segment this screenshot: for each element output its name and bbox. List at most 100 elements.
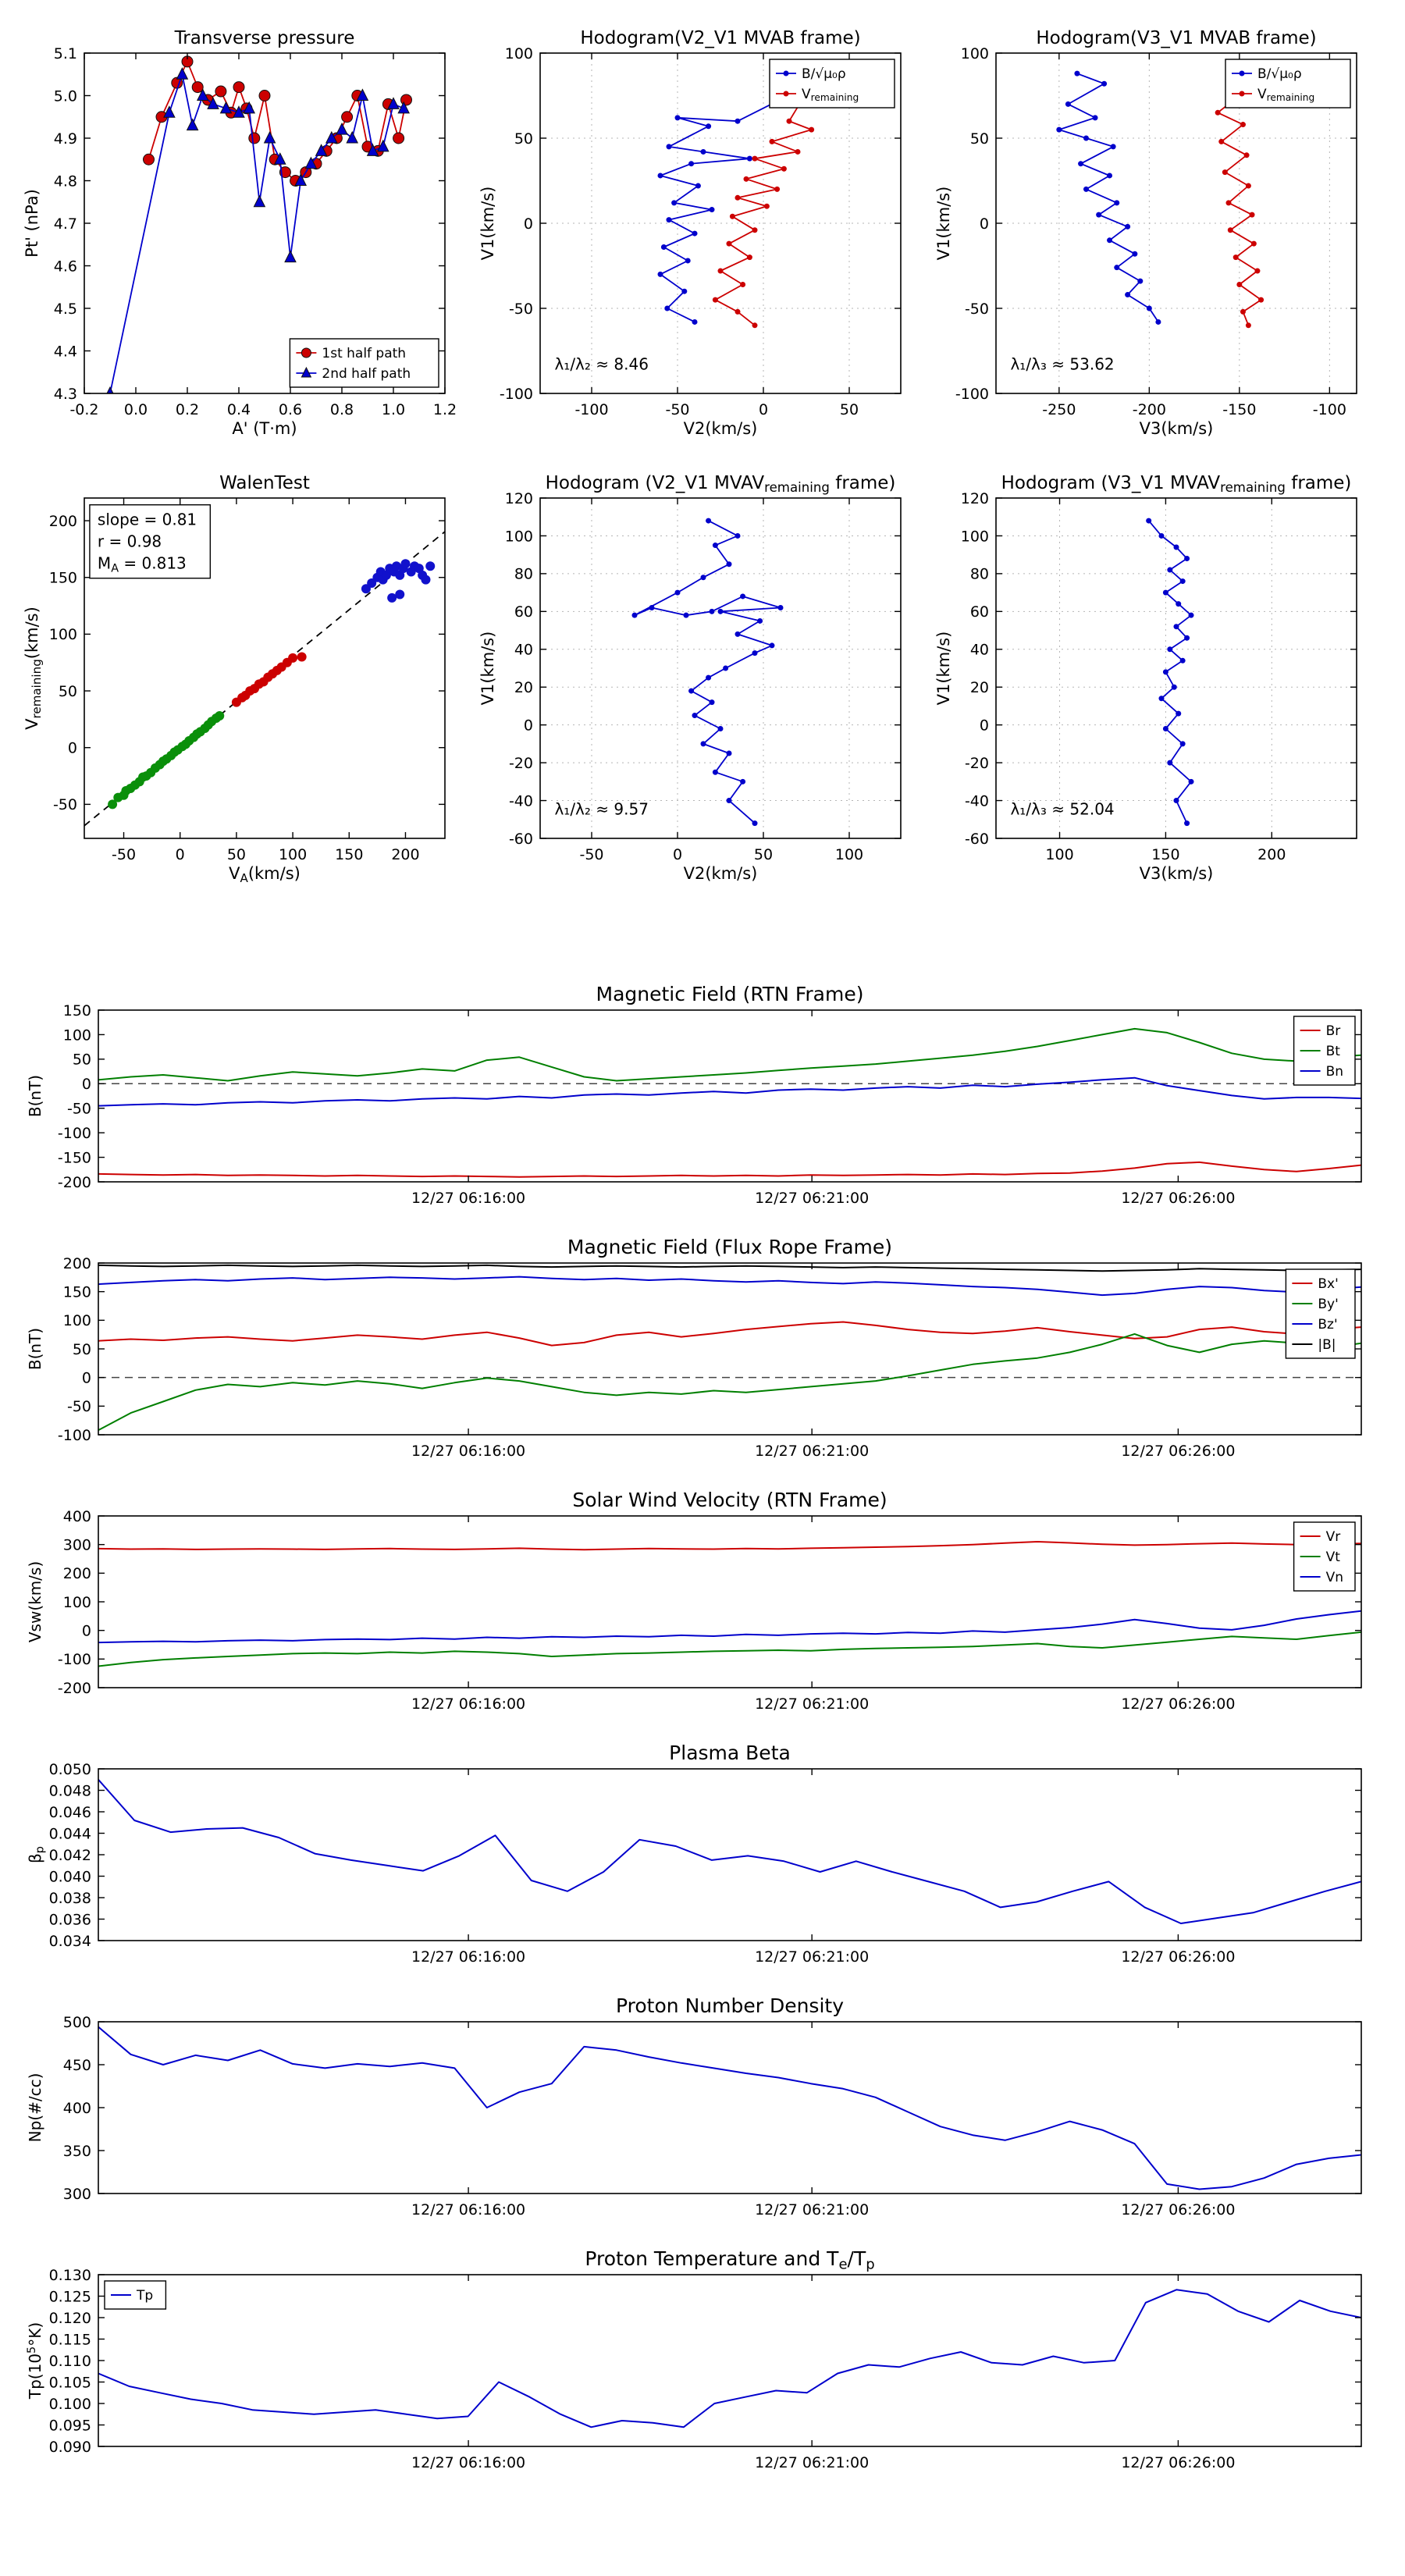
svg-text:300: 300 [63, 2186, 91, 2203]
svg-text:0.048: 0.048 [49, 1782, 91, 1799]
svg-text:Np(#/cc): Np(#/cc) [26, 2073, 44, 2143]
svg-text:12/27 06:21:00: 12/27 06:21:00 [755, 2201, 869, 2218]
panel-magnetic-field-rtn: 12/27 06:16:00 12/27 06:21:00 12/27 06:26:… [20, 982, 1405, 1221]
svg-text:-100: -100 [58, 1427, 91, 1444]
panel-hodogram-v2v1-mvab: -100 -50 0 50 -100 -50 0 50 100 Hodogram(V2_V1 MV… [476, 20, 913, 445]
svg-text:V1(km/s): V1(km/s) [478, 187, 497, 261]
svg-text:0.100: 0.100 [49, 2396, 91, 2413]
svg-text:12/27 06:21:00: 12/27 06:21:00 [755, 1190, 869, 1207]
svg-text:-50: -50 [509, 301, 533, 318]
svg-text:-50: -50 [67, 1101, 91, 1118]
svg-text:12/27 06:16:00: 12/27 06:16:00 [411, 1190, 525, 1207]
panel-proton-temperature: 12/27 06:16:00 12/27 06:21:00 12/27 06:26:… [20, 2247, 1405, 2485]
svg-text:2nd half path: 2nd half path [322, 366, 411, 382]
chart-svg-proton_temperature: 12/27 06:16:00 12/27 06:21:00 12/27 06:26:… [26, 2247, 1362, 2471]
svg-text:Bn: Bn [1326, 1064, 1343, 1080]
svg-text:0: 0 [82, 1370, 91, 1387]
svg-text:0: 0 [176, 846, 185, 863]
svg-text:500: 500 [63, 2014, 91, 2031]
svg-text:0.130: 0.130 [49, 2267, 91, 2284]
svg-text:-0.2: -0.2 [69, 401, 98, 418]
svg-text:12/27 06:26:00: 12/27 06:26:00 [1121, 2201, 1235, 2218]
svg-text:V1(km/s): V1(km/s) [934, 632, 953, 706]
svg-text:Vremaining: Vremaining [802, 87, 859, 103]
svg-text:80: 80 [970, 566, 989, 583]
svg-text:V1(km/s): V1(km/s) [934, 187, 953, 261]
svg-text:1.2: 1.2 [433, 401, 457, 418]
svg-text:-100: -100 [58, 1651, 91, 1668]
svg-text:λ₁/λ₃ ≈ 52.04: λ₁/λ₃ ≈ 52.04 [1010, 799, 1114, 818]
svg-text:12/27 06:16:00: 12/27 06:16:00 [411, 1948, 525, 1966]
svg-text:B(nT): B(nT) [26, 1075, 44, 1117]
svg-text:-60: -60 [509, 831, 533, 848]
svg-text:0: 0 [759, 401, 768, 418]
svg-text:0.090: 0.090 [49, 2439, 91, 2456]
svg-text:-150: -150 [58, 1149, 91, 1166]
chart-svg-walen_test: -50 0 50 100 150 200 -50 0 50 100 150 200 WalenTest V… [23, 473, 446, 885]
svg-text:0.6: 0.6 [279, 401, 302, 418]
svg-text:λ₁/λ₂ ≈ 8.46: λ₁/λ₂ ≈ 8.46 [554, 354, 648, 373]
svg-text:4.5: 4.5 [54, 301, 77, 318]
svg-text:50: 50 [970, 130, 989, 148]
panel-proton-number-density: 12/27 06:16:00 12/27 06:21:00 12/27 06:26:… [20, 1994, 1405, 2233]
svg-text:-100: -100 [574, 401, 608, 418]
svg-text:Proton Temperature and Te/Tp: Proton Temperature and Te/Tp [585, 2247, 874, 2273]
svg-text:50: 50 [754, 846, 773, 863]
chart-svg-hodogram_v3v1_mvav: 100 150 200 -60 -40 -20 0 20 40 60 80 100 120 Hodogra… [934, 473, 1357, 883]
svg-text:100: 100 [49, 626, 77, 643]
svg-text:Hodogram(V3_V1 MVAB frame): Hodogram(V3_V1 MVAB frame) [1036, 28, 1316, 48]
svg-text:0.2: 0.2 [176, 401, 199, 418]
svg-text:0.050: 0.050 [49, 1761, 91, 1778]
svg-text:-60: -60 [965, 831, 989, 848]
svg-text:400: 400 [63, 1508, 91, 1525]
svg-text:40: 40 [970, 642, 989, 659]
svg-text:200: 200 [391, 846, 419, 863]
svg-text:0: 0 [980, 215, 989, 233]
svg-text:100: 100 [63, 1026, 91, 1044]
svg-text:Magnetic Field (Flux Rope Fram: Magnetic Field (Flux Rope Frame) [567, 1236, 892, 1258]
svg-text:0.040: 0.040 [49, 1868, 91, 1885]
svg-text:V1(km/s): V1(km/s) [478, 632, 497, 706]
svg-text:0: 0 [524, 215, 533, 233]
svg-text:100: 100 [1045, 846, 1073, 863]
svg-text:12/27 06:16:00: 12/27 06:16:00 [411, 2454, 525, 2471]
svg-text:MA = 0.813: MA = 0.813 [98, 554, 187, 575]
svg-text:4.3: 4.3 [54, 386, 77, 403]
svg-text:-40: -40 [509, 792, 533, 809]
svg-text:450: 450 [63, 2057, 91, 2074]
svg-text:20: 20 [970, 679, 989, 696]
svg-text:0.110: 0.110 [49, 2353, 91, 2370]
svg-text:λ₁/λ₂ ≈ 9.57: λ₁/λ₂ ≈ 9.57 [554, 799, 648, 818]
svg-text:0.034: 0.034 [49, 1933, 91, 1950]
svg-text:V2(km/s): V2(km/s) [684, 864, 758, 883]
svg-text:-250: -250 [1042, 401, 1076, 418]
svg-text:120: 120 [505, 490, 533, 507]
svg-text:-200: -200 [1133, 401, 1166, 418]
svg-text:-40: -40 [965, 792, 989, 809]
svg-text:-150: -150 [1222, 401, 1256, 418]
svg-text:B/√μ₀ρ: B/√μ₀ρ [1257, 66, 1302, 82]
panel-row-2: -50 0 50 100 150 200 -50 0 50 100 150 200 WalenTest V… [20, 465, 1405, 890]
svg-text:0.0: 0.0 [124, 401, 148, 418]
svg-text:-100: -100 [955, 386, 989, 403]
svg-text:200: 200 [1257, 846, 1286, 863]
svg-text:Bz': Bz' [1318, 1317, 1337, 1332]
svg-text:VA(km/s): VA(km/s) [229, 864, 301, 885]
svg-text:150: 150 [63, 1284, 91, 1301]
svg-text:r = 0.98: r = 0.98 [98, 532, 162, 551]
svg-text:-20: -20 [509, 755, 533, 772]
svg-text:-50: -50 [665, 401, 689, 418]
svg-text:0.036: 0.036 [49, 1911, 91, 1928]
svg-text:Transverse pressure: Transverse pressure [174, 28, 355, 48]
svg-text:200: 200 [49, 513, 77, 530]
svg-text:Hodogram (V2_V1 MVAVremaining: Hodogram (V2_V1 MVAVremaining frame) [546, 473, 896, 495]
svg-text:0.095: 0.095 [49, 2417, 91, 2434]
svg-text:0.038: 0.038 [49, 1890, 91, 1907]
svg-text:Bx': Bx' [1318, 1276, 1338, 1292]
panel-hodogram-v3v1-mvav: 100 150 200 -60 -40 -20 0 20 40 60 80 100 120 Hodogra… [932, 465, 1369, 890]
svg-text:V3(km/s): V3(km/s) [1140, 419, 1214, 438]
svg-text:100: 100 [505, 45, 533, 62]
svg-text:Bt: Bt [1326, 1044, 1341, 1059]
svg-text:B(nT): B(nT) [26, 1328, 44, 1370]
